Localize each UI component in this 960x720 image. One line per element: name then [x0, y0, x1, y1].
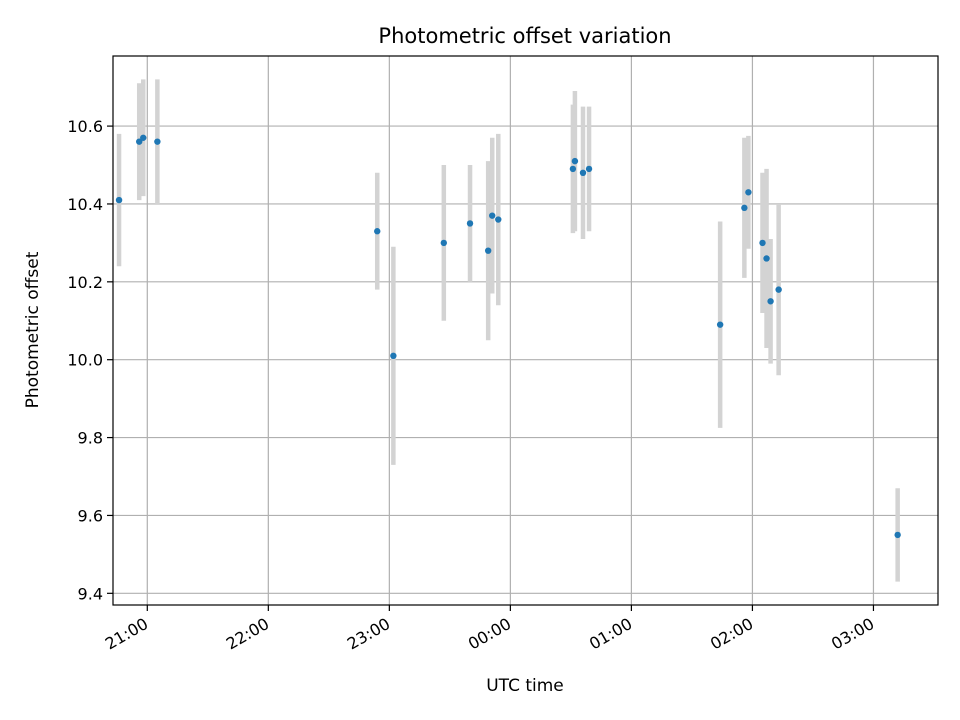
data-point — [569, 165, 577, 173]
data-point — [745, 189, 752, 196]
data-point — [763, 255, 770, 262]
x-axis-label: UTC time — [486, 676, 564, 696]
data-point — [579, 169, 587, 177]
y-tick-label: 10.0 — [67, 351, 103, 370]
data-points — [115, 134, 901, 539]
data-point — [390, 352, 397, 360]
y-axis-label: Photometric offset — [23, 251, 43, 408]
data-point — [495, 216, 502, 223]
data-point — [115, 196, 123, 204]
data-point — [767, 298, 774, 305]
data-point — [154, 138, 161, 145]
data-point — [759, 239, 766, 247]
chart-title: Photometric offset variation — [378, 24, 671, 48]
y-axis-ticks: 9.4 9.6 9.8 10.0 10.2 10.4 10.6 — [67, 117, 113, 603]
y-tick-label: 9.8 — [78, 429, 103, 448]
grid-lines — [113, 56, 938, 605]
data-point — [140, 134, 147, 141]
plot-frame — [112, 55, 939, 606]
data-point — [775, 286, 782, 293]
data-point — [466, 220, 474, 227]
y-tick-label: 9.6 — [78, 506, 103, 525]
data-point — [136, 138, 143, 145]
data-point — [484, 247, 492, 254]
data-point — [374, 228, 381, 235]
data-point — [716, 321, 724, 328]
y-tick-label: 10.6 — [67, 117, 103, 136]
data-point — [894, 531, 901, 539]
y-tick-label: 9.4 — [78, 584, 103, 603]
y-tick-label: 10.2 — [67, 273, 103, 292]
data-point — [489, 212, 496, 219]
data-point — [741, 204, 748, 212]
y-tick-label: 10.4 — [67, 195, 103, 214]
data-point — [440, 239, 448, 247]
data-point — [585, 165, 593, 173]
data-point — [571, 157, 579, 165]
